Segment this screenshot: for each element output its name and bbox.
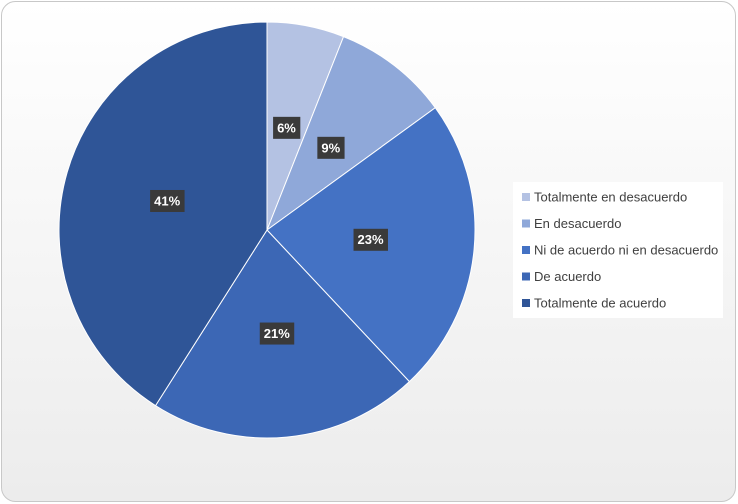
legend-label: Totalmente en desacuerdo (534, 189, 687, 204)
data-label: 41% (150, 189, 185, 212)
data-label-box (273, 116, 301, 139)
data-label-box (317, 136, 345, 159)
data-label: 23% (353, 228, 388, 251)
data-label-text: 6% (277, 120, 296, 135)
legend-label: En desacuerdo (534, 216, 621, 231)
legend-box (513, 182, 723, 318)
legend-label: Ni de acuerdo ni en desacuerdo (534, 242, 718, 257)
legend-swatch (522, 246, 530, 254)
legend-swatch (522, 299, 530, 307)
data-label: 21% (259, 322, 295, 345)
data-label-box (259, 322, 295, 345)
pie-slice (58, 21, 268, 407)
legend-swatch (522, 193, 530, 201)
data-label: 6% (273, 116, 301, 139)
pie-slice (265, 35, 436, 232)
data-label-text: 23% (358, 232, 384, 247)
data-label-text: 9% (321, 140, 340, 155)
data-label-text: 21% (264, 326, 290, 341)
legend-swatch (522, 219, 530, 228)
data-label-box (353, 228, 388, 251)
data-label-text: 41% (154, 193, 180, 208)
legend-label: De acuerdo (534, 269, 601, 284)
legend-swatch (522, 272, 530, 281)
legend: Totalmente en desacuerdo En desacuerdo Ni … (522, 189, 718, 310)
legend-label: Totalmente de acuerdo (534, 295, 666, 310)
data-labels: 6% 9% 23% 21% 41% (150, 116, 388, 345)
pie (58, 21, 476, 439)
data-label-box (150, 189, 185, 212)
data-label: 9% (317, 136, 345, 159)
